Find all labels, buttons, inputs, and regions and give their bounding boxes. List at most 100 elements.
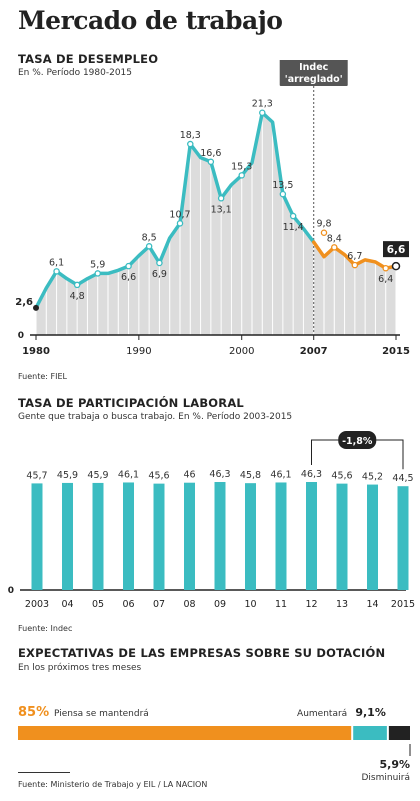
bar-value-label: 46,3 bbox=[209, 469, 230, 480]
data-label: 8,5 bbox=[142, 232, 157, 243]
x-tick-label: 14 bbox=[366, 599, 378, 610]
point-marker bbox=[320, 229, 328, 236]
change-badge bbox=[338, 431, 377, 449]
bar-value-label: 45,6 bbox=[331, 471, 352, 482]
bar-value-label: 45,8 bbox=[240, 470, 261, 481]
bar-value-label: 45,6 bbox=[148, 471, 169, 482]
bar bbox=[123, 482, 134, 590]
participation-subtitle: Gente que trabaja o busca trabajo. En %.… bbox=[18, 412, 293, 422]
source-divider bbox=[18, 772, 70, 773]
point-marker bbox=[382, 264, 389, 272]
bar-value-label: 45,2 bbox=[362, 472, 383, 483]
segment-bar bbox=[353, 726, 387, 740]
data-label: 8,4 bbox=[327, 233, 342, 244]
annotation-text-1: Indec bbox=[299, 62, 328, 73]
area-fill bbox=[36, 112, 396, 335]
data-label: 6,6 bbox=[121, 272, 136, 283]
bar bbox=[92, 482, 104, 590]
point-marker bbox=[238, 172, 245, 179]
x-tick-label: 11 bbox=[275, 599, 287, 610]
unemployment-source: Fuente: FIEL bbox=[18, 372, 67, 381]
x-tick-label: 10 bbox=[244, 599, 256, 610]
bar bbox=[245, 483, 256, 590]
segment-bar bbox=[18, 726, 352, 740]
bar bbox=[153, 483, 165, 590]
point-marker bbox=[331, 244, 338, 251]
expectations-subtitle: En los próximos tres meses bbox=[18, 663, 142, 673]
y-tick-label: 0 bbox=[18, 331, 24, 341]
data-label: 6,1 bbox=[49, 257, 64, 268]
point-marker bbox=[73, 281, 81, 289]
data-label: 13,1 bbox=[211, 204, 232, 215]
data-label: 6,7 bbox=[347, 251, 362, 262]
point-marker bbox=[351, 261, 359, 269]
point-marker bbox=[33, 304, 39, 311]
data-label: 6,4 bbox=[378, 274, 393, 285]
data-label: 16,6 bbox=[200, 148, 221, 159]
last-value-box bbox=[383, 241, 409, 258]
change-label: -1,8% bbox=[342, 436, 373, 447]
participation-chart: 0 45,7 2003 45,9 04 45,9 05 46,1 06 45,6 07 46 08 46,… bbox=[8, 431, 415, 610]
bar bbox=[306, 482, 317, 590]
point-marker bbox=[156, 259, 163, 267]
data-label: 13,5 bbox=[272, 180, 293, 191]
x-tick-label: 13 bbox=[336, 599, 348, 610]
data-label: 10,7 bbox=[169, 209, 190, 220]
expectations-source: Fuente: Ministerio de Trabajo y EIL / LA… bbox=[18, 780, 208, 789]
bar-value-label: 46 bbox=[183, 470, 195, 481]
series-line-teal bbox=[34, 110, 316, 310]
point-marker bbox=[279, 190, 287, 198]
x-tick-label: 04 bbox=[61, 599, 73, 610]
bar bbox=[397, 486, 409, 590]
bar bbox=[62, 482, 73, 590]
segment-value: 9,1% bbox=[355, 706, 386, 719]
segment-bar bbox=[388, 726, 410, 740]
point-marker bbox=[391, 261, 401, 271]
x-tick-label: 2003 bbox=[25, 599, 49, 610]
point-marker bbox=[53, 268, 60, 275]
data-label: 5,9 bbox=[90, 259, 105, 270]
unemployment-chart: 0 Indec'arreglado' 2,6 6,1 4,8 5,9 6,6 8,5 6,9 10… bbox=[15, 60, 410, 357]
point-marker bbox=[259, 109, 266, 116]
segment-name: Aumentará bbox=[297, 709, 347, 719]
bar-value-label: 45,7 bbox=[26, 470, 47, 481]
bar bbox=[336, 483, 348, 590]
unemployment-subtitle: En %. Período 1980-2015 bbox=[18, 68, 133, 78]
point-marker bbox=[217, 195, 225, 202]
annotation-box bbox=[279, 60, 348, 86]
x-tick-label: 2015 bbox=[382, 346, 410, 357]
point-marker bbox=[176, 220, 184, 227]
point-marker bbox=[125, 262, 132, 270]
y-tick-label: 0 bbox=[8, 586, 14, 596]
x-tick-label: 2000 bbox=[229, 346, 254, 357]
point-marker bbox=[289, 212, 297, 220]
x-tick-label: 2015 bbox=[391, 599, 415, 610]
data-label: 2,6 bbox=[15, 297, 33, 308]
x-tick-label: 1980 bbox=[22, 346, 50, 357]
segment-value: 5,9% bbox=[379, 758, 410, 771]
data-label: 11,4 bbox=[283, 222, 304, 233]
x-tick-label: 05 bbox=[92, 599, 104, 610]
participation-title: TASA DE PARTICIPACIÓN LABORAL bbox=[18, 396, 244, 410]
data-label: 9,8 bbox=[316, 219, 331, 230]
point-marker bbox=[145, 243, 153, 250]
bar-value-label: 46,3 bbox=[301, 469, 322, 480]
x-tick-label: 09 bbox=[214, 599, 226, 610]
bar bbox=[367, 484, 378, 590]
bar-value-label: 45,9 bbox=[87, 470, 108, 481]
participation-source: Fuente: Indec bbox=[18, 624, 73, 633]
page-title: Mercado de trabajo bbox=[18, 6, 283, 35]
segment-name: Piensa se mantendrá bbox=[54, 709, 149, 719]
unemployment-title: TASA DE DESEMPLEO bbox=[18, 52, 159, 66]
segment-name: Disminuirá bbox=[361, 773, 410, 783]
expectations-chart: 85% Piensa se mantendrá 9,1% Aumentará 5,9% D… bbox=[18, 705, 411, 783]
x-tick-label: 2007 bbox=[300, 346, 328, 357]
annotation-text-2: 'arreglado' bbox=[285, 74, 343, 85]
data-label: 15,3 bbox=[231, 161, 252, 172]
bar bbox=[214, 482, 226, 590]
data-label: 21,3 bbox=[252, 99, 273, 110]
data-label: 4,8 bbox=[70, 291, 85, 302]
bar bbox=[31, 483, 43, 590]
bar bbox=[275, 482, 287, 590]
x-tick-label: 1990 bbox=[126, 346, 151, 357]
